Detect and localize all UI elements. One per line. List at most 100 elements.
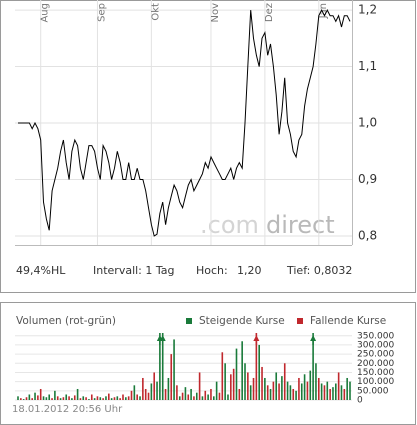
volume-bar bbox=[110, 398, 113, 400]
volume-bar bbox=[298, 377, 300, 400]
volume-bar bbox=[139, 396, 141, 400]
x-tick-label: Aug bbox=[40, 3, 51, 23]
volume-bar bbox=[278, 383, 280, 400]
volume-bar bbox=[346, 377, 348, 400]
volume-bar bbox=[286, 381, 289, 400]
volume-bar bbox=[144, 388, 147, 400]
volume-bar bbox=[65, 394, 68, 400]
price-panel bbox=[0, 0, 416, 293]
volume-bar bbox=[133, 385, 136, 400]
volume-bar bbox=[25, 397, 28, 400]
volume-bar bbox=[56, 396, 59, 400]
info-high: 1,20 bbox=[237, 264, 262, 277]
volume-bar bbox=[281, 376, 283, 400]
volume-bar bbox=[247, 372, 249, 400]
y-tick-label: 150.000 bbox=[357, 368, 394, 378]
volume-bar bbox=[221, 352, 224, 400]
volume-bar bbox=[153, 372, 156, 400]
legend-swatch bbox=[186, 318, 192, 324]
volume-bars bbox=[17, 333, 351, 400]
volume-bar bbox=[312, 333, 314, 400]
volume-bar bbox=[275, 372, 278, 400]
y-tick-label: 100.000 bbox=[357, 377, 394, 387]
volume-bar bbox=[289, 385, 292, 400]
volume-bar bbox=[119, 398, 121, 400]
volume-bar bbox=[195, 392, 198, 400]
volume-bar bbox=[244, 363, 246, 400]
volume-bar bbox=[130, 390, 133, 400]
info-high-label: Hoch: bbox=[196, 264, 228, 277]
volume-bar bbox=[51, 398, 53, 400]
volume-bar bbox=[252, 377, 255, 400]
y-tick-label: 0,9 bbox=[358, 172, 377, 186]
y-tick-label: 300.000 bbox=[357, 340, 394, 350]
volume-bar bbox=[136, 394, 138, 400]
volume-bar bbox=[82, 396, 85, 400]
volume-bar bbox=[292, 388, 295, 400]
volume-bar bbox=[105, 396, 107, 400]
volume-bar bbox=[300, 383, 303, 400]
volume-bar bbox=[320, 383, 323, 400]
volume-bar bbox=[22, 399, 25, 400]
volume-bar bbox=[187, 394, 190, 400]
volume-bar bbox=[306, 381, 309, 400]
volume-bar bbox=[181, 392, 184, 400]
volume-bar bbox=[332, 387, 334, 400]
volume-bar bbox=[255, 333, 258, 400]
volume-bar bbox=[125, 397, 127, 400]
volume-bar bbox=[241, 341, 243, 400]
volume-bar bbox=[122, 394, 124, 400]
volume-bar bbox=[170, 354, 173, 400]
x-tick-label: Nov bbox=[210, 3, 221, 23]
volume-bar bbox=[207, 394, 209, 400]
volume-title: Volumen (rot-grün) bbox=[16, 315, 116, 327]
volume-bar bbox=[317, 377, 320, 400]
volume-bar bbox=[147, 392, 150, 400]
y-tick-label: 0 bbox=[357, 396, 363, 406]
volume-bar bbox=[37, 395, 39, 400]
price-line bbox=[18, 8, 351, 237]
volume-bar bbox=[20, 398, 22, 400]
volume-bar bbox=[210, 388, 212, 400]
info-interval: Intervall: 1 Tag bbox=[93, 264, 175, 277]
y-tick-label: 50.000 bbox=[357, 386, 389, 396]
volume-bar bbox=[224, 363, 226, 400]
volume-bar bbox=[190, 388, 192, 400]
legend-swatch bbox=[297, 318, 303, 324]
volume-bar bbox=[31, 398, 33, 400]
legend-label: Fallende Kurse bbox=[310, 315, 386, 327]
volume-bar bbox=[340, 385, 343, 400]
volume-bar bbox=[116, 396, 119, 400]
volume-bar bbox=[201, 396, 204, 400]
volume-bar bbox=[204, 390, 207, 400]
volume-bar bbox=[249, 385, 252, 400]
volume-bar bbox=[113, 397, 116, 400]
volume-bar bbox=[28, 394, 31, 400]
volume-bar bbox=[150, 383, 153, 400]
volume-bar bbox=[17, 396, 19, 400]
y-tick-label: 200.000 bbox=[357, 359, 394, 369]
x-tick-label: Dez bbox=[264, 3, 275, 22]
volume-bar bbox=[261, 366, 263, 400]
y-tick-label: 1,0 bbox=[358, 116, 377, 130]
y-tick-label: 350.000 bbox=[357, 331, 394, 341]
volume-bar bbox=[283, 363, 286, 400]
watermark: .com bbox=[200, 211, 259, 239]
volume-bar bbox=[85, 397, 87, 400]
volume-bar bbox=[54, 390, 56, 400]
overflow-arrow bbox=[310, 335, 317, 341]
volume-bar bbox=[108, 393, 110, 400]
watermark: direct bbox=[266, 211, 335, 239]
legend-label: Steigende Kurse bbox=[199, 315, 285, 327]
volume-bar bbox=[93, 398, 96, 400]
volume-bar bbox=[215, 381, 218, 400]
volume-bar bbox=[161, 333, 164, 400]
volume-bar bbox=[258, 344, 260, 400]
volume-bar bbox=[227, 394, 229, 400]
volume-bar bbox=[303, 374, 306, 400]
volume-bar bbox=[42, 396, 45, 400]
volume-bar bbox=[269, 388, 272, 400]
volume-bar bbox=[173, 339, 175, 400]
volume-bar bbox=[167, 377, 170, 400]
